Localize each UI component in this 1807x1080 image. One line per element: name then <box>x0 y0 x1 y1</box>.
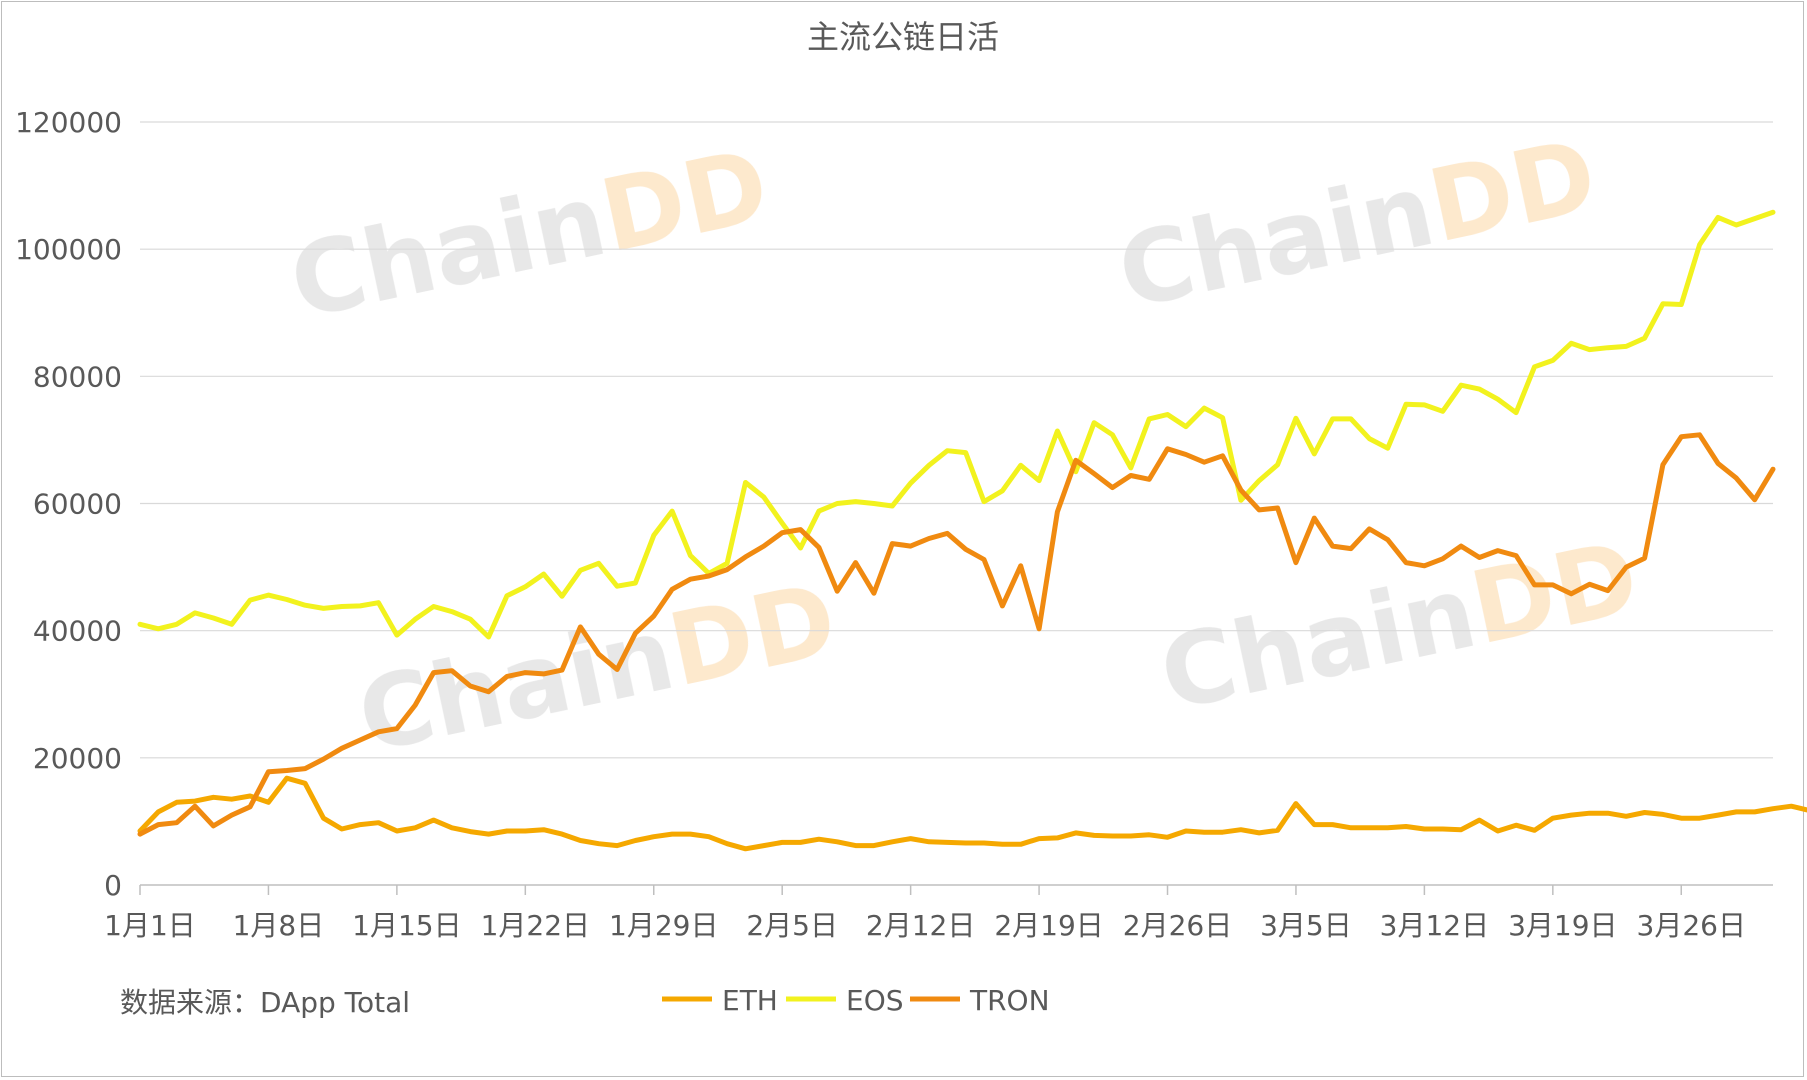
series-lines <box>137 209 1807 852</box>
x-tick-label: 1月29日 <box>609 909 718 942</box>
series-line-eos <box>137 209 1776 640</box>
legend-label-eth: ETH <box>722 984 778 1017</box>
x-tick-label: 2月5日 <box>746 909 838 942</box>
watermark-suffix: DD <box>591 126 778 275</box>
y-tick-label: 60000 <box>33 488 122 521</box>
svg-text:ChainDD: ChainDD <box>349 560 846 775</box>
y-tick-label: 100000 <box>15 233 122 266</box>
x-tick-label: 1月8日 <box>233 909 325 942</box>
x-axis: 1月1日 1月8日 1月15日 1月22日 1月29日 2月5日 2月12日 2月19日 2月2… <box>104 884 1773 942</box>
watermark-prefix: Chain <box>1151 553 1486 733</box>
legend: ETH EOS TRON <box>662 984 1050 1017</box>
y-tick-label: 120000 <box>15 106 122 139</box>
series-line-eth <box>137 775 1807 852</box>
series-line-tron <box>137 432 1776 837</box>
x-tick-label: 2月19日 <box>994 909 1103 942</box>
chart-title: 主流公链日活 <box>807 18 999 56</box>
legend-label-tron: TRON <box>969 984 1050 1017</box>
watermark-suffix: DD <box>1419 116 1606 265</box>
y-tick-label: 40000 <box>33 615 122 648</box>
y-tick-label: 20000 <box>33 742 122 775</box>
x-tick-label: 2月12日 <box>866 909 975 942</box>
x-tick-label: 3月5日 <box>1260 909 1352 942</box>
watermark-prefix: Chain <box>281 161 616 341</box>
watermark-prefix: Chain <box>1109 151 1444 331</box>
watermark-suffix: DD <box>1461 518 1648 667</box>
svg-text:ChainDD: ChainDD <box>1109 116 1606 331</box>
watermark: ChainDD ChainDD ChainDD ChainDD <box>281 116 1648 775</box>
x-tick-label: 2月26日 <box>1123 909 1232 942</box>
x-tick-label: 3月12日 <box>1380 909 1489 942</box>
x-tick-label: 1月1日 <box>104 909 196 942</box>
svg-text:ChainDD: ChainDD <box>281 126 778 341</box>
x-tick-label: 1月22日 <box>481 909 590 942</box>
y-tick-label: 0 <box>104 869 122 902</box>
watermark-prefix: Chain <box>349 595 684 775</box>
y-tick-label: 80000 <box>33 360 122 393</box>
x-tick-label: 1月15日 <box>352 909 461 942</box>
x-tick-label: 3月26日 <box>1637 909 1746 942</box>
x-tick-label: 3月19日 <box>1508 909 1617 942</box>
y-axis: 0 20000 40000 60000 80000 100000 120000 <box>15 106 122 902</box>
data-source: 数据来源：DApp Total <box>120 986 410 1019</box>
legend-label-eos: EOS <box>846 984 904 1017</box>
grid <box>140 121 1773 759</box>
